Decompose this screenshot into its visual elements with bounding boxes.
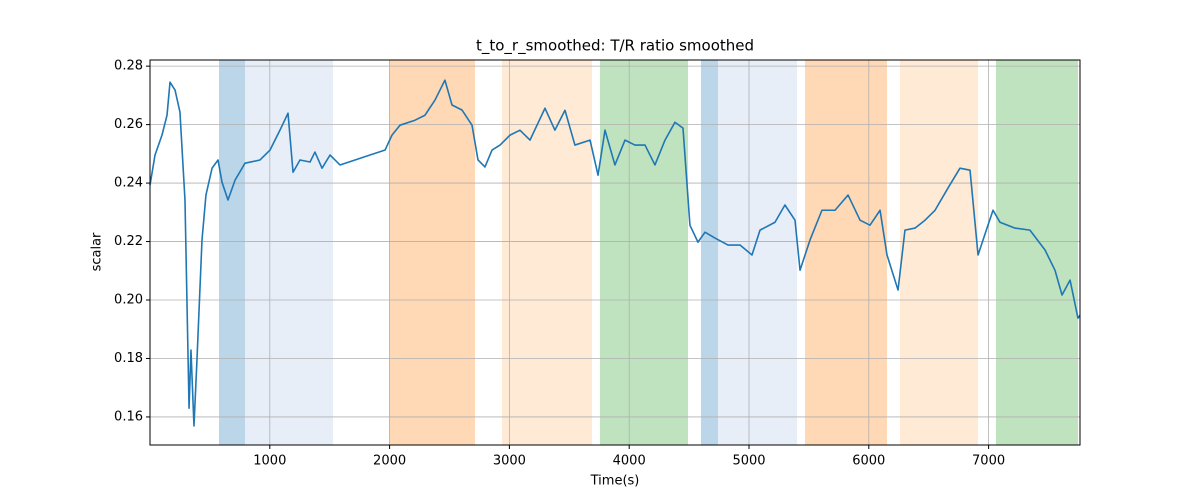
- x-tick-label: 2000: [373, 454, 406, 469]
- y-tick-label: 0.28: [114, 59, 143, 74]
- y-tick-label: 0.26: [114, 117, 143, 132]
- shaded-span: [717, 60, 798, 445]
- shaded-span: [388, 60, 476, 445]
- x-tick-label: 5000: [732, 454, 765, 469]
- shaded-span: [899, 60, 979, 445]
- shaded-span: [996, 60, 1078, 445]
- axes-frame: [149, 59, 1081, 446]
- y-tick-label: 0.16: [114, 409, 143, 424]
- chart-title: t_to_r_smoothed: T/R ratio smoothed: [476, 37, 754, 56]
- y-tick-label: 0.24: [114, 176, 143, 191]
- shaded-span: [700, 60, 718, 445]
- y-tick-label: 0.18: [114, 351, 143, 366]
- y-tick-label: 0.20: [114, 293, 143, 308]
- x-tick-label: 4000: [613, 454, 646, 469]
- x-tick-label: 6000: [852, 454, 885, 469]
- x-tick-label: 3000: [493, 454, 526, 469]
- x-tick-label: 7000: [972, 454, 1005, 469]
- shaded-span: [599, 60, 689, 445]
- shaded-span: [501, 60, 593, 445]
- shaded-span: [219, 60, 246, 445]
- x-tick-label: 1000: [253, 454, 286, 469]
- shaded-span: [804, 60, 888, 445]
- y-axis-label: scalar: [90, 232, 105, 271]
- y-tick-label: 0.22: [114, 234, 143, 249]
- data-line: [149, 79, 1081, 427]
- plot-area: [149, 60, 1081, 445]
- x-axis-label: Time(s): [590, 474, 640, 489]
